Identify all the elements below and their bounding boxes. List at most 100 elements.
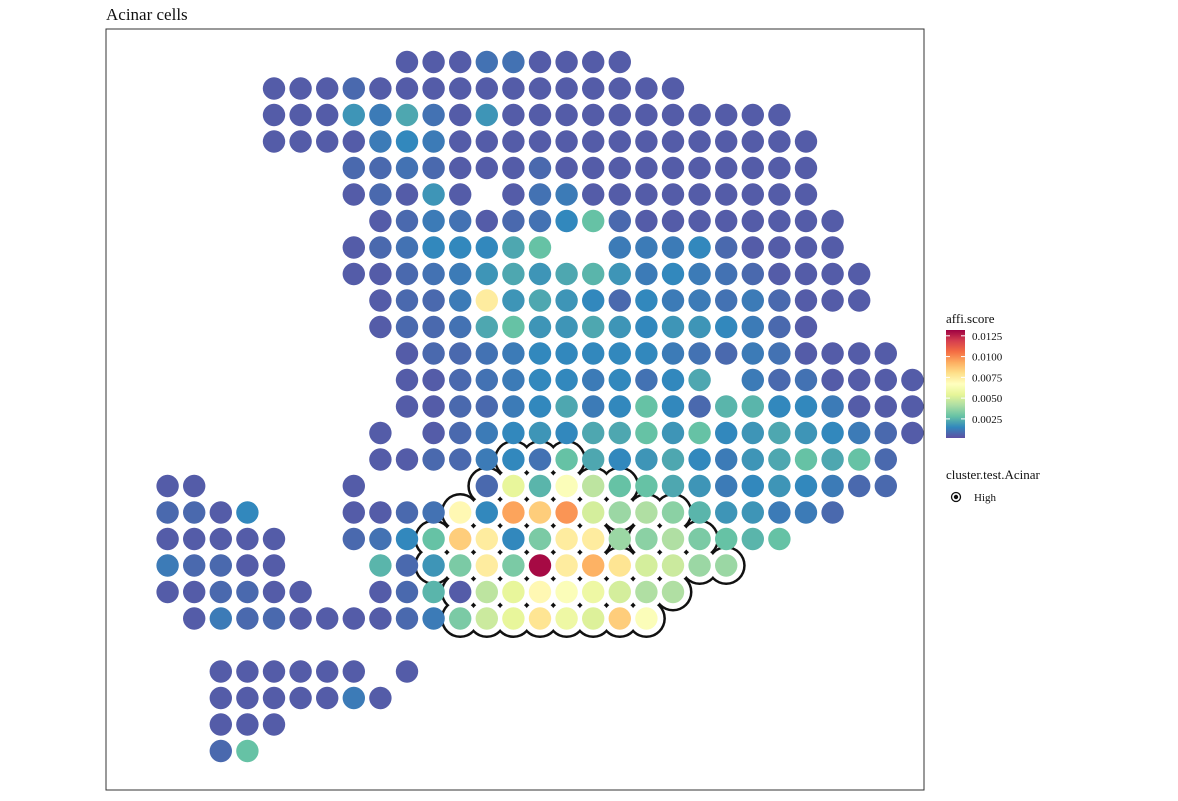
spot-point — [635, 342, 658, 365]
spot-point — [715, 342, 738, 365]
spot-point — [741, 474, 764, 498]
spot-point — [901, 421, 924, 445]
spot-point — [422, 395, 445, 418]
spot-point — [342, 103, 365, 127]
spot-point — [422, 315, 445, 339]
spot-point — [502, 103, 525, 127]
spot-point — [289, 580, 312, 604]
colorbar — [946, 330, 965, 438]
spot-point — [209, 580, 232, 604]
spot-point — [582, 395, 605, 418]
spot-point — [635, 527, 658, 551]
legend: affi.score 0.0025 0.0050 0.0075 0.0100 0.012… — [946, 311, 1041, 504]
spot-point — [262, 580, 286, 604]
spot-point — [183, 607, 206, 630]
spot-point — [582, 580, 605, 604]
spot-point — [289, 607, 312, 630]
spot-point — [555, 474, 578, 498]
spot-point — [661, 262, 685, 286]
spot-point — [449, 554, 472, 577]
spot-point — [635, 448, 658, 471]
spot-point — [555, 342, 578, 365]
spot-point — [342, 660, 365, 683]
spots-layer — [156, 50, 924, 763]
spot-point — [582, 474, 605, 498]
spot-point — [688, 368, 711, 392]
spot-point — [874, 368, 897, 392]
spot-point — [342, 686, 365, 710]
spot-point — [395, 77, 419, 100]
spot-point — [555, 156, 578, 180]
spot-point — [369, 156, 392, 180]
spot-point — [582, 448, 605, 471]
spot-point — [528, 368, 552, 392]
spot-point — [502, 236, 525, 259]
spot-point — [821, 501, 844, 524]
spot-point — [422, 103, 445, 127]
spot-point — [848, 421, 871, 445]
spot-point — [608, 501, 631, 524]
spot-point — [608, 209, 631, 233]
spot-point — [608, 130, 631, 153]
spot-point — [582, 501, 605, 524]
spot-point — [715, 501, 738, 524]
spot-point — [422, 607, 445, 630]
spot-point — [555, 448, 578, 471]
spot-point — [661, 342, 685, 365]
colorbar-tick-label: 0.0075 — [972, 372, 1003, 384]
spot-point — [475, 77, 498, 100]
spot-point — [635, 262, 658, 286]
spot-point — [794, 395, 818, 418]
spot-point — [901, 395, 924, 418]
spot-point — [422, 130, 445, 153]
spot-point — [369, 580, 392, 604]
spot-point — [502, 395, 525, 418]
spot-point — [555, 262, 578, 286]
spot-point — [635, 501, 658, 524]
spot-point — [794, 289, 818, 312]
spot-point — [422, 501, 445, 524]
spot-point — [475, 368, 498, 392]
spot-point — [449, 368, 472, 392]
spot-point — [395, 209, 419, 233]
spot-point — [502, 368, 525, 392]
spot-point — [661, 209, 685, 233]
spot-point — [395, 554, 419, 577]
spot-point — [715, 156, 738, 180]
spot-point — [369, 315, 392, 339]
spot-point — [369, 183, 392, 206]
spot-point — [608, 315, 631, 339]
spot-point — [555, 103, 578, 127]
spot-point — [741, 527, 764, 551]
spot-point — [715, 103, 738, 127]
spot-point — [794, 474, 818, 498]
spot-point — [502, 421, 525, 445]
spot-point — [555, 289, 578, 312]
spot-point — [688, 395, 711, 418]
spot-point — [794, 130, 818, 153]
spot-point — [502, 580, 525, 604]
spot-point — [635, 103, 658, 127]
spot-point — [342, 130, 365, 153]
spot-point — [688, 554, 711, 577]
spot-point — [342, 474, 365, 498]
spot-point — [236, 713, 259, 736]
spot-point — [688, 156, 711, 180]
spot-point — [794, 236, 818, 259]
spot-point — [528, 289, 552, 312]
spot-point — [475, 289, 498, 312]
spot-point — [422, 236, 445, 259]
spot-point — [794, 183, 818, 206]
spot-point — [449, 342, 472, 365]
spot-point — [768, 501, 791, 524]
spot-point — [582, 554, 605, 577]
spot-point — [395, 501, 419, 524]
spot-point — [768, 183, 791, 206]
spot-point — [475, 103, 498, 127]
spot-point — [715, 130, 738, 153]
spot-point — [688, 474, 711, 498]
spot-point — [582, 262, 605, 286]
spot-point — [262, 130, 286, 153]
spot-point — [768, 209, 791, 233]
spot-point — [395, 183, 419, 206]
